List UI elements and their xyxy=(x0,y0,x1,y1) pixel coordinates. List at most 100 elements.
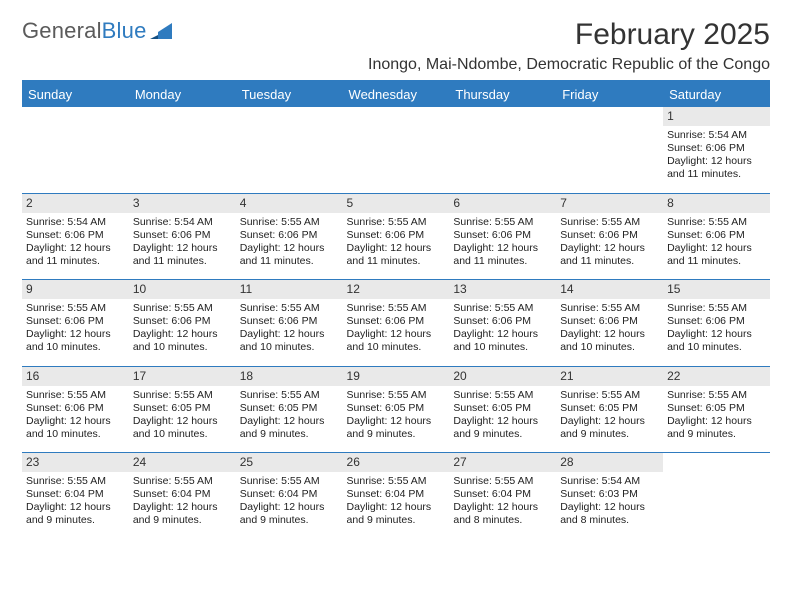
month-title: February 2025 xyxy=(368,18,770,52)
sunrise-text: Sunrise: 5:55 AM xyxy=(347,302,446,315)
title-block: February 2025 Inongo, Mai-Ndombe, Democr… xyxy=(368,18,770,74)
day-number: 28 xyxy=(556,453,663,472)
day-header: Friday xyxy=(556,82,663,107)
day-number: 19 xyxy=(343,367,450,386)
day-cell: 8Sunrise: 5:55 AMSunset: 6:06 PMDaylight… xyxy=(663,194,770,280)
sunset-text: Sunset: 6:06 PM xyxy=(453,229,552,242)
sunrise-text: Sunrise: 5:54 AM xyxy=(26,216,125,229)
day-cell: 12Sunrise: 5:55 AMSunset: 6:06 PMDayligh… xyxy=(343,280,450,366)
sunset-text: Sunset: 6:04 PM xyxy=(26,488,125,501)
day-cell: 9Sunrise: 5:55 AMSunset: 6:06 PMDaylight… xyxy=(22,280,129,366)
daylight-text: Daylight: 12 hours and 10 minutes. xyxy=(133,415,232,441)
daylight-text: Daylight: 12 hours and 10 minutes. xyxy=(26,415,125,441)
sunrise-text: Sunrise: 5:55 AM xyxy=(240,389,339,402)
daylight-text: Daylight: 12 hours and 11 minutes. xyxy=(133,242,232,268)
daylight-text: Daylight: 12 hours and 10 minutes. xyxy=(667,328,766,354)
sunset-text: Sunset: 6:06 PM xyxy=(240,229,339,242)
sunset-text: Sunset: 6:06 PM xyxy=(667,315,766,328)
day-number: 18 xyxy=(236,367,343,386)
sunset-text: Sunset: 6:06 PM xyxy=(347,315,446,328)
logo-word2: Blue xyxy=(102,18,147,44)
day-number: 4 xyxy=(236,194,343,213)
sunrise-text: Sunrise: 5:55 AM xyxy=(560,389,659,402)
week-row: 9Sunrise: 5:55 AMSunset: 6:06 PMDaylight… xyxy=(22,280,770,366)
sunrise-text: Sunrise: 5:55 AM xyxy=(347,216,446,229)
daylight-text: Daylight: 12 hours and 11 minutes. xyxy=(560,242,659,268)
sunrise-text: Sunrise: 5:55 AM xyxy=(667,216,766,229)
day-number: 5 xyxy=(343,194,450,213)
sunrise-text: Sunrise: 5:55 AM xyxy=(26,389,125,402)
daylight-text: Daylight: 12 hours and 11 minutes. xyxy=(347,242,446,268)
day-number: 21 xyxy=(556,367,663,386)
day-number: 24 xyxy=(129,453,236,472)
day-header: Thursday xyxy=(449,82,556,107)
sunrise-text: Sunrise: 5:55 AM xyxy=(453,389,552,402)
sunset-text: Sunset: 6:05 PM xyxy=(667,402,766,415)
day-number: 15 xyxy=(663,280,770,299)
sunset-text: Sunset: 6:05 PM xyxy=(453,402,552,415)
day-number: 16 xyxy=(22,367,129,386)
day-cell: 26Sunrise: 5:55 AMSunset: 6:04 PMDayligh… xyxy=(343,453,450,539)
day-cell: 16Sunrise: 5:55 AMSunset: 6:06 PMDayligh… xyxy=(22,367,129,453)
week-row: 16Sunrise: 5:55 AMSunset: 6:06 PMDayligh… xyxy=(22,367,770,453)
day-header: Monday xyxy=(129,82,236,107)
logo-flag-icon xyxy=(150,23,172,39)
daylight-text: Daylight: 12 hours and 11 minutes. xyxy=(453,242,552,268)
sunset-text: Sunset: 6:06 PM xyxy=(560,315,659,328)
sunrise-text: Sunrise: 5:54 AM xyxy=(667,129,766,142)
day-number: 3 xyxy=(129,194,236,213)
daylight-text: Daylight: 12 hours and 8 minutes. xyxy=(453,501,552,527)
sunrise-text: Sunrise: 5:55 AM xyxy=(453,216,552,229)
sunrise-text: Sunrise: 5:55 AM xyxy=(240,302,339,315)
day-cell: 17Sunrise: 5:55 AMSunset: 6:05 PMDayligh… xyxy=(129,367,236,453)
sunset-text: Sunset: 6:06 PM xyxy=(240,315,339,328)
day-number: 13 xyxy=(449,280,556,299)
day-number: 1 xyxy=(663,107,770,126)
day-header: Wednesday xyxy=(343,82,450,107)
sunset-text: Sunset: 6:06 PM xyxy=(667,229,766,242)
day-header: Tuesday xyxy=(236,82,343,107)
day-cell: 5 Sunrise: 5:55 AMSunset: 6:06 PMDaylight… xyxy=(343,194,450,280)
day-cell: 22Sunrise: 5:55 AMSunset: 6:05 PMDayligh… xyxy=(663,367,770,453)
sunset-text: Sunset: 6:06 PM xyxy=(560,229,659,242)
daylight-text: Daylight: 12 hours and 9 minutes. xyxy=(667,415,766,441)
daylight-text: Daylight: 12 hours and 10 minutes. xyxy=(240,328,339,354)
daylight-text: Daylight: 12 hours and 10 minutes. xyxy=(133,328,232,354)
daylight-text: Daylight: 12 hours and 11 minutes. xyxy=(240,242,339,268)
day-number: 8 xyxy=(663,194,770,213)
day-cell: 21Sunrise: 5:55 AMSunset: 6:05 PMDayligh… xyxy=(556,367,663,453)
sunrise-text: Sunrise: 5:55 AM xyxy=(347,475,446,488)
sunrise-text: Sunrise: 5:55 AM xyxy=(240,475,339,488)
sunrise-text: Sunrise: 5:55 AM xyxy=(133,475,232,488)
daylight-text: Daylight: 12 hours and 9 minutes. xyxy=(133,501,232,527)
day-number: 6 xyxy=(449,194,556,213)
day-cell: 28Sunrise: 5:54 AMSunset: 6:03 PMDayligh… xyxy=(556,453,663,539)
day-cell: 4 Sunrise: 5:55 AMSunset: 6:06 PMDaylight… xyxy=(236,194,343,280)
day-number: 26 xyxy=(343,453,450,472)
day-cell: 20Sunrise: 5:55 AMSunset: 6:05 PMDayligh… xyxy=(449,367,556,453)
day-cell: 10Sunrise: 5:55 AMSunset: 6:06 PMDayligh… xyxy=(129,280,236,366)
sunset-text: Sunset: 6:06 PM xyxy=(133,229,232,242)
day-number: 9 xyxy=(22,280,129,299)
sunset-text: Sunset: 6:03 PM xyxy=(560,488,659,501)
daylight-text: Daylight: 12 hours and 9 minutes. xyxy=(26,501,125,527)
sunset-text: Sunset: 6:06 PM xyxy=(347,229,446,242)
sunset-text: Sunset: 6:04 PM xyxy=(133,488,232,501)
day-number: 23 xyxy=(22,453,129,472)
logo: GeneralBlue xyxy=(22,18,172,44)
day-header: Saturday xyxy=(663,82,770,107)
day-cell: 24 Sunrise: 5:55 AMSunset: 6:04 PMDayligh… xyxy=(129,453,236,539)
day-cell: 19Sunrise: 5:55 AMSunset: 6:05 PMDayligh… xyxy=(343,367,450,453)
day-number: 22 xyxy=(663,367,770,386)
day-cell: 25Sunrise: 5:55 AMSunset: 6:04 PMDayligh… xyxy=(236,453,343,539)
day-cell: 3Sunrise: 5:54 AMSunset: 6:06 PMDaylight… xyxy=(129,194,236,280)
sunrise-text: Sunrise: 5:55 AM xyxy=(240,216,339,229)
day-cell: 6 Sunrise: 5:55 AMSunset: 6:06 PMDaylight… xyxy=(449,194,556,280)
day-cell: 14Sunrise: 5:55 AMSunset: 6:06 PMDayligh… xyxy=(556,280,663,366)
day-cell: 7Sunrise: 5:55 AMSunset: 6:06 PMDaylight… xyxy=(556,194,663,280)
day-header-row: Sunday Monday Tuesday Wednesday Thursday… xyxy=(22,82,770,107)
sunset-text: Sunset: 6:05 PM xyxy=(133,402,232,415)
daylight-text: Daylight: 12 hours and 9 minutes. xyxy=(347,501,446,527)
day-number: 12 xyxy=(343,280,450,299)
sunrise-text: Sunrise: 5:55 AM xyxy=(453,475,552,488)
